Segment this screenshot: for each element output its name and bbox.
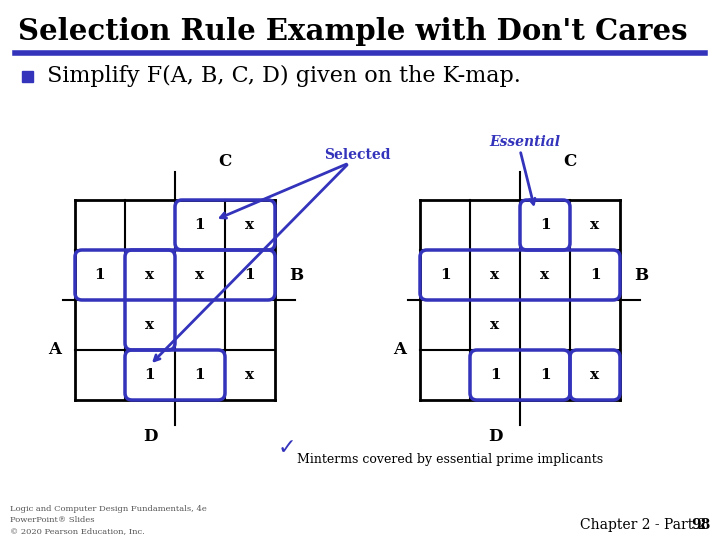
Text: x: x [195, 268, 204, 282]
Text: Selected: Selected [324, 148, 390, 162]
Text: 1: 1 [95, 268, 105, 282]
Text: x: x [541, 268, 549, 282]
Text: Logic and Computer Design Fundamentals, 4e
PowerPoint® Slides
© 2020 Pearson Edu: Logic and Computer Design Fundamentals, … [10, 505, 207, 535]
Text: D: D [143, 428, 157, 445]
Text: 1: 1 [194, 368, 205, 382]
Text: 1: 1 [194, 218, 205, 232]
Text: 1: 1 [490, 368, 500, 382]
Text: C: C [563, 153, 577, 170]
Text: Minterms covered by essential prime implicants: Minterms covered by essential prime impl… [297, 454, 603, 467]
Text: A: A [48, 341, 61, 359]
Text: x: x [490, 268, 500, 282]
Text: Selection Rule Example with Don't Cares: Selection Rule Example with Don't Cares [18, 17, 688, 46]
Text: 1: 1 [540, 218, 550, 232]
Text: x: x [490, 318, 500, 332]
Text: 98: 98 [690, 518, 710, 532]
Text: x: x [590, 218, 600, 232]
Text: ✓: ✓ [278, 438, 297, 458]
Text: x: x [590, 368, 600, 382]
Text: Essential: Essential [490, 135, 560, 149]
Text: Simplify F(A, B, C, D) given on the K-map.: Simplify F(A, B, C, D) given on the K-ma… [40, 65, 521, 87]
Text: 1: 1 [245, 268, 256, 282]
Text: 1: 1 [145, 368, 156, 382]
Text: 1: 1 [440, 268, 450, 282]
Text: x: x [246, 368, 255, 382]
Text: C: C [218, 153, 232, 170]
Text: D: D [487, 428, 503, 445]
Text: x: x [145, 268, 155, 282]
Text: Chapter 2 - Part 2: Chapter 2 - Part 2 [580, 518, 706, 532]
Bar [22, 71, 33, 82]
Text: B: B [289, 267, 303, 284]
Text: 1: 1 [540, 368, 550, 382]
Text: B: B [634, 267, 648, 284]
Text: A: A [393, 341, 406, 359]
Text: x: x [145, 318, 155, 332]
Text: x: x [246, 218, 255, 232]
Text: 1: 1 [590, 268, 600, 282]
